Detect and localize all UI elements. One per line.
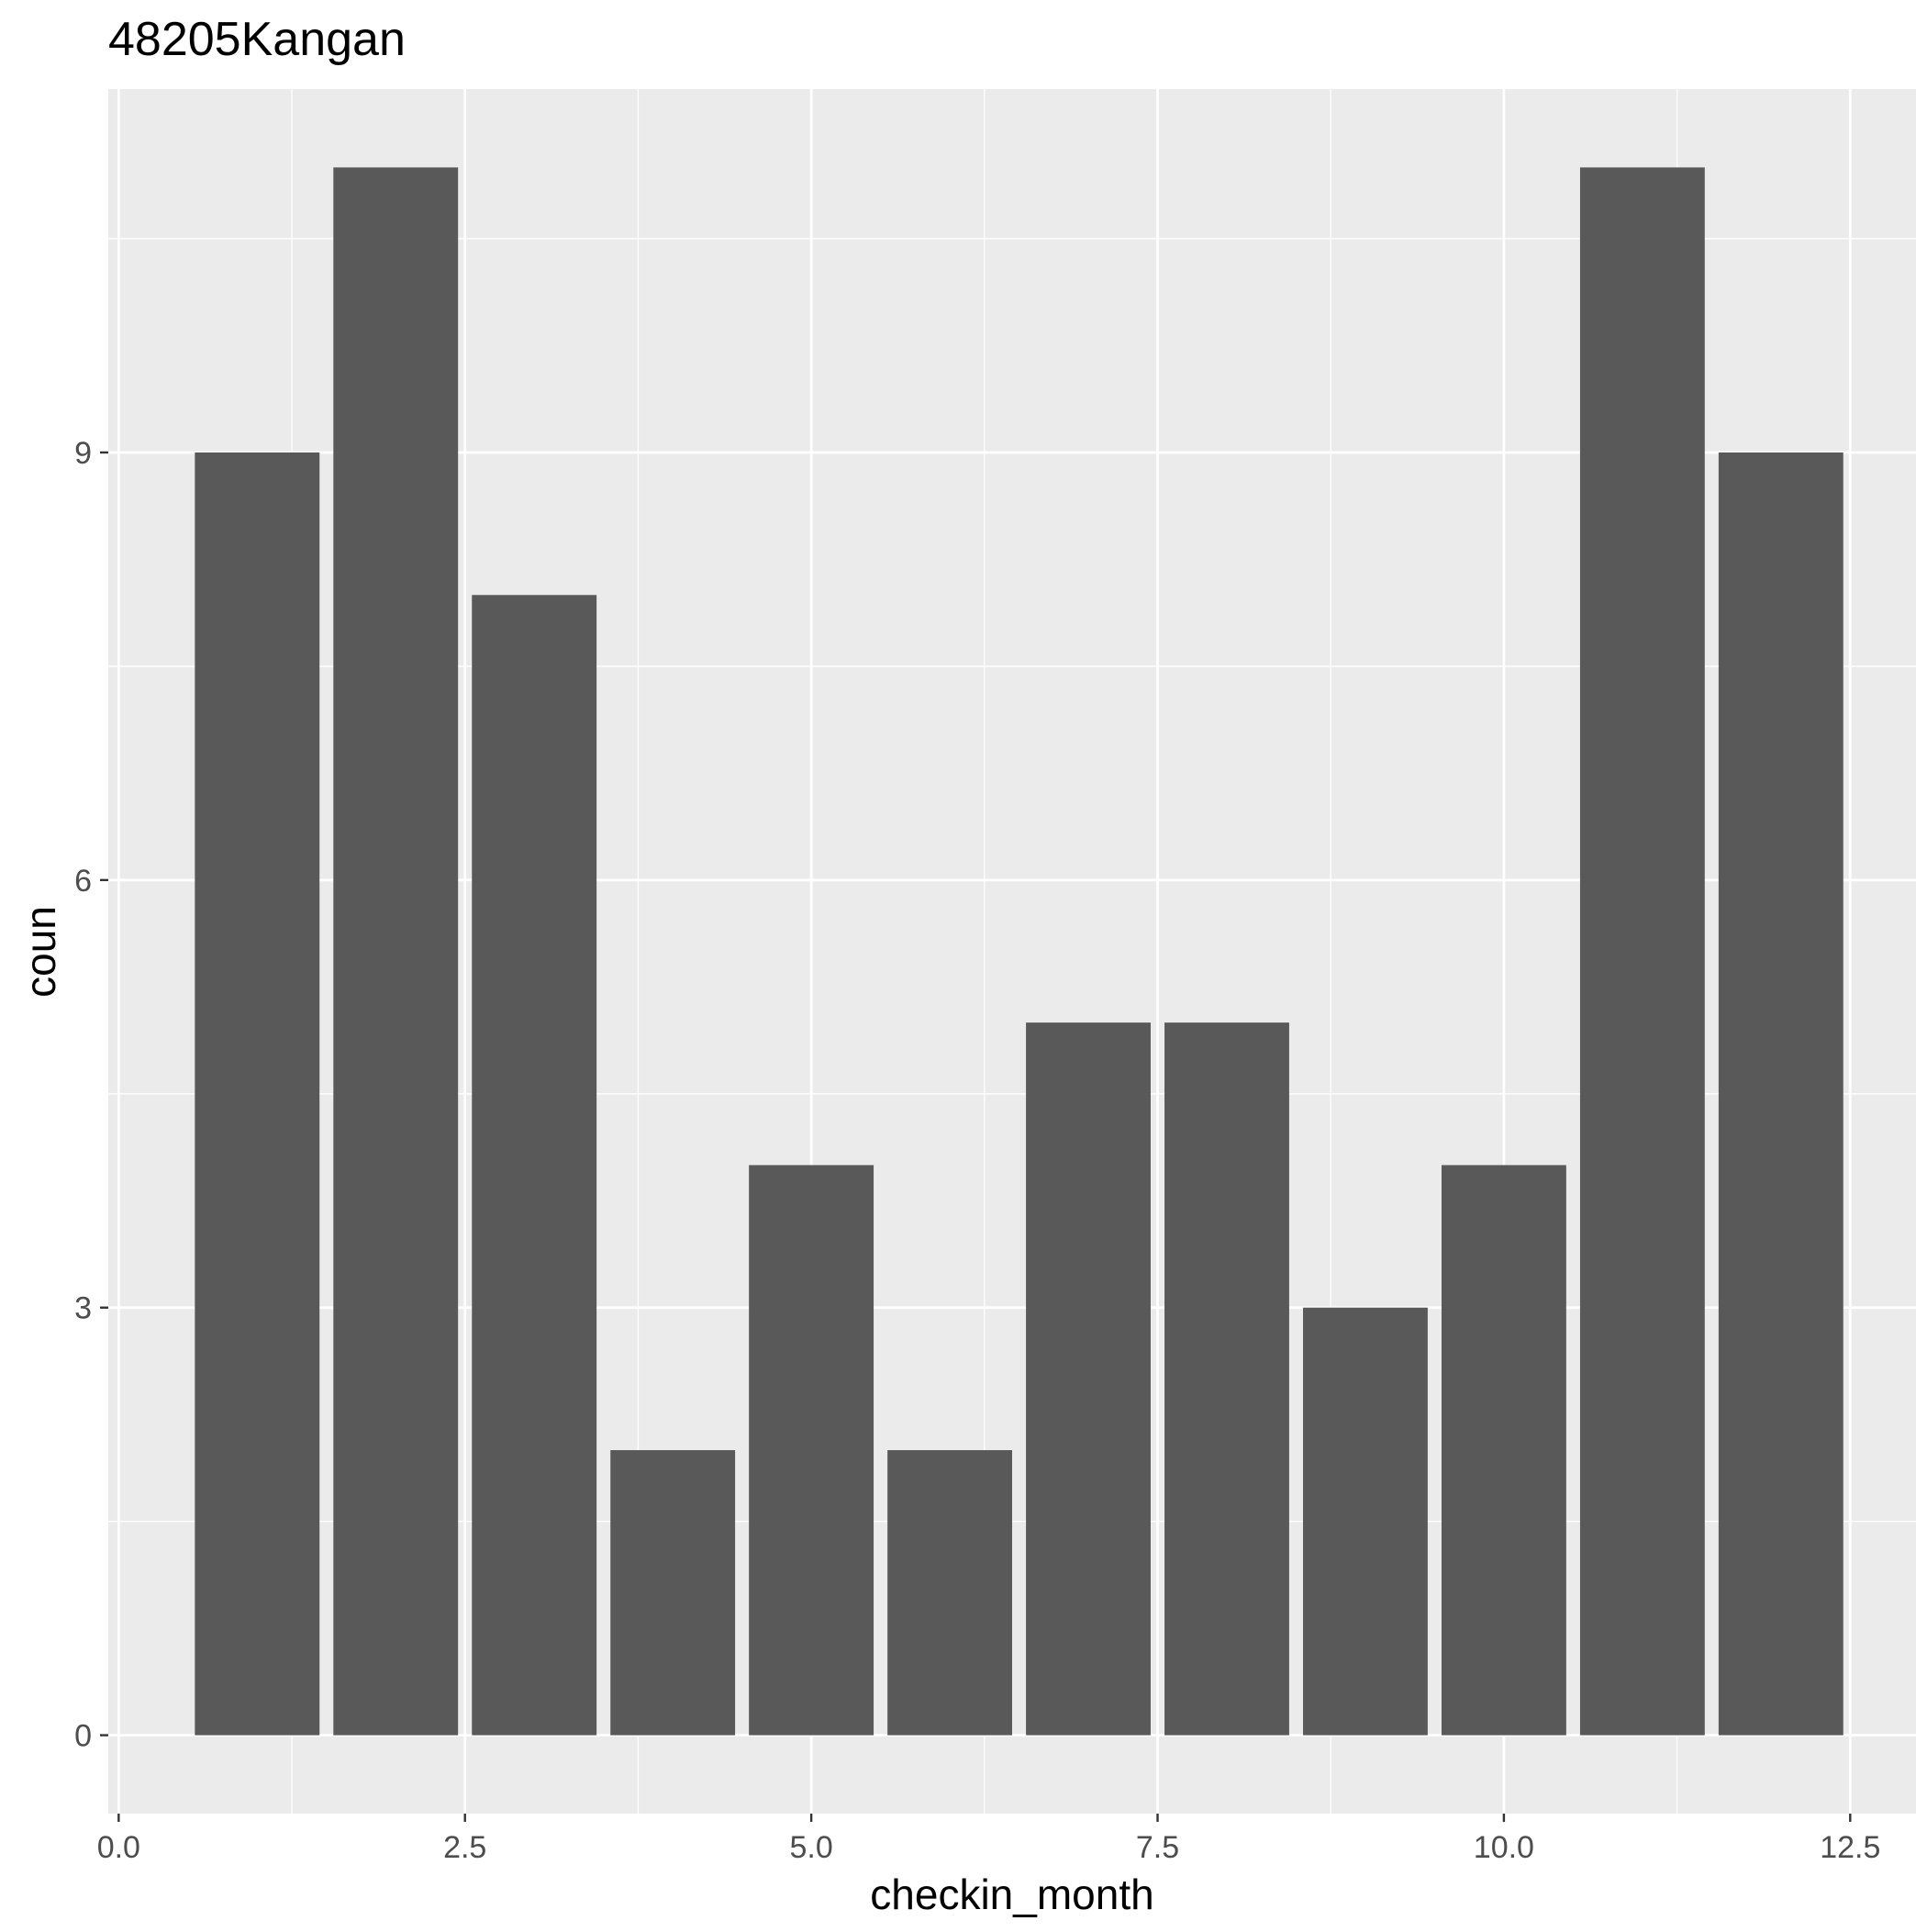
y-tick-label: 0 [74, 1719, 92, 1754]
x-tick-label: 7.5 [1136, 1830, 1179, 1865]
x-tick-label: 0.0 [97, 1830, 140, 1865]
y-axis-title: coun [17, 906, 64, 998]
x-tick-label: 12.5 [1820, 1830, 1880, 1865]
bar-month-3 [472, 595, 597, 1736]
bar-month-12 [1718, 452, 1843, 1736]
bar-month-7 [1026, 1022, 1151, 1736]
y-tick-label: 9 [74, 436, 92, 471]
bar-month-6 [887, 1450, 1012, 1736]
x-tick-label: 2.5 [443, 1830, 486, 1865]
chart-title: 48205Kangan [108, 13, 406, 66]
bar-month-11 [1579, 167, 1705, 1736]
bar-month-5 [749, 1165, 874, 1736]
bar-month-9 [1303, 1307, 1428, 1736]
x-axis: 0.0 2.5 5.0 7.5 10.0 12.5 [97, 1814, 1880, 1865]
bar-month-2 [333, 167, 459, 1736]
x-tick-label: 5.0 [789, 1830, 832, 1865]
x-tick-label: 10.0 [1474, 1830, 1534, 1865]
y-tick-label: 6 [74, 864, 92, 899]
x-axis-title: checkin_month [870, 1871, 1153, 1918]
y-tick-label: 3 [74, 1291, 92, 1326]
bar-month-1 [195, 452, 320, 1736]
bar-month-10 [1441, 1165, 1566, 1736]
y-axis: 0 3 6 9 [74, 436, 108, 1754]
bar-month-8 [1164, 1022, 1289, 1736]
bar-month-4 [610, 1450, 736, 1736]
bar-series [195, 167, 1843, 1736]
